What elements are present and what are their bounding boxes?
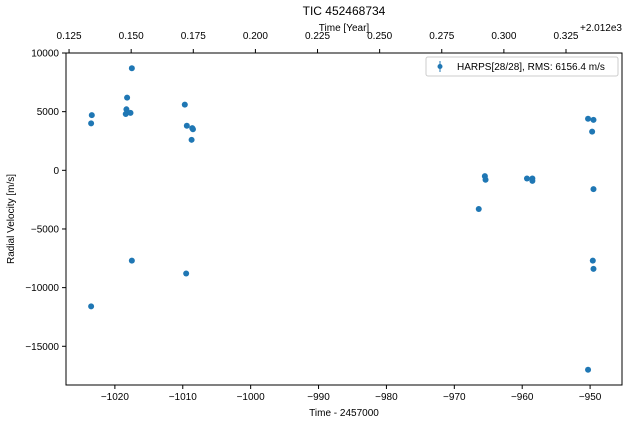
data-point xyxy=(589,257,596,264)
data-point xyxy=(88,120,95,127)
data-point xyxy=(183,122,190,129)
top-axis-ticks: 0.125 0.150 0.175 0.200 0.225 0.250 0.275 0.300… xyxy=(57,31,579,53)
top-tick-label: 0.125 xyxy=(57,31,82,42)
top-tick-label: 0.175 xyxy=(181,31,206,42)
chart-title: TIC 452468734 xyxy=(303,4,386,18)
x-axis-label: Time - 2457000 xyxy=(309,408,379,419)
top-tick-label: 0.275 xyxy=(429,31,454,42)
data-point xyxy=(183,270,190,277)
data-points xyxy=(88,65,597,373)
data-point xyxy=(122,111,129,118)
y-tick-label: 10000 xyxy=(31,49,59,60)
data-point xyxy=(590,186,597,193)
top-axis-offset-text: +2.012e3 xyxy=(580,23,622,34)
top-axis-label: Time [Year] xyxy=(319,23,370,34)
x-tick-label: −1020 xyxy=(101,392,130,403)
data-point xyxy=(128,65,135,72)
plot-frame xyxy=(65,52,623,386)
x-tick-label: −1000 xyxy=(237,392,266,403)
top-tick-label: 0.150 xyxy=(119,31,144,42)
y-tick-label: 0 xyxy=(53,166,59,177)
data-point xyxy=(181,101,188,108)
legend-marker xyxy=(437,64,443,69)
y-axis-ticks: 10000 5000 0 −5000 −10000 −15000 xyxy=(25,49,66,353)
x-tick-label: −960 xyxy=(511,392,534,403)
data-point xyxy=(189,126,196,133)
data-point xyxy=(585,366,592,373)
data-point xyxy=(590,265,597,272)
data-point xyxy=(123,106,130,113)
data-point xyxy=(585,115,592,122)
top-tick-label: 0.200 xyxy=(243,31,268,42)
top-tick-label: 0.325 xyxy=(553,31,578,42)
data-point xyxy=(124,94,131,101)
data-point xyxy=(482,176,489,183)
data-point xyxy=(188,136,195,143)
top-tick-label: 0.250 xyxy=(367,31,392,42)
x-tick-label: −1010 xyxy=(169,392,198,403)
legend-label: HARPS[28/28], RMS: 6156.4 m/s xyxy=(457,62,605,73)
y-tick-label: 5000 xyxy=(37,107,60,118)
y-tick-label: −15000 xyxy=(25,342,59,353)
y-tick-label: −5000 xyxy=(31,224,60,235)
data-point xyxy=(127,109,134,116)
top-tick-label: 0.225 xyxy=(305,31,330,42)
x-axis-ticks: −1020 −1010 −1000 −990 −980 −970 −960 −950 xyxy=(101,385,602,403)
legend: HARPS[28/28], RMS: 6156.4 m/s xyxy=(425,56,619,77)
y-axis-label: Radial Velocity [m/s] xyxy=(6,174,17,264)
data-point xyxy=(589,128,596,135)
legend-box xyxy=(425,56,619,77)
data-point xyxy=(523,175,530,182)
x-tick-label: −990 xyxy=(307,392,330,403)
data-point xyxy=(88,303,95,310)
data-point xyxy=(475,206,482,213)
y-tick-label: −10000 xyxy=(25,283,59,294)
top-tick-label: 0.300 xyxy=(491,31,516,42)
data-point xyxy=(128,257,135,264)
data-point xyxy=(88,112,95,119)
x-tick-label: −950 xyxy=(579,392,602,403)
data-point xyxy=(590,116,597,123)
x-tick-label: −970 xyxy=(443,392,466,403)
x-tick-label: −980 xyxy=(375,392,398,403)
data-point xyxy=(529,177,536,184)
